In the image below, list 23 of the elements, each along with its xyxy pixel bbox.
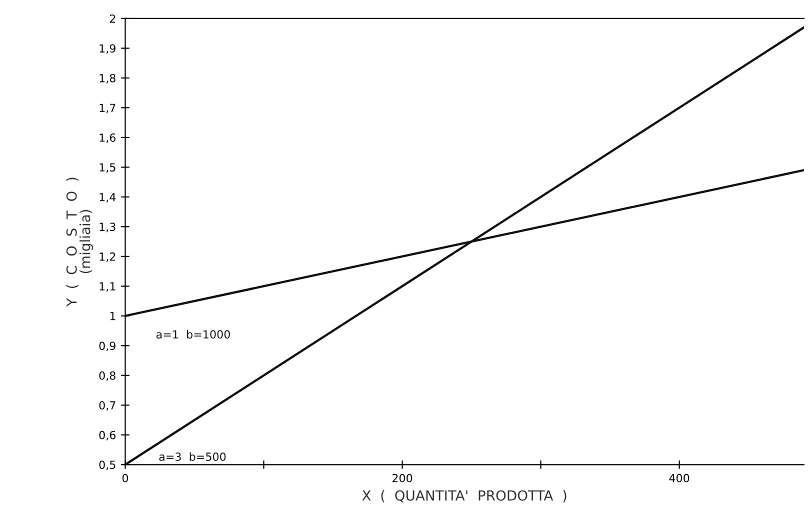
y-tick-label: 1,6 [100,133,116,143]
y-tick-label: 1,2 [100,252,116,262]
y-tick-label: 1,1 [100,282,116,292]
x-tick-label: 0 [122,474,128,482]
y-tick-label: 1 [110,312,116,320]
y-tick-label: 0,9 [99,342,116,352]
series-label: a=3 b=500 [159,452,226,461]
y-tick-label: 0,7 [99,401,116,411]
x-axis-title: X ( QUANTITA' PRODOTTA ) [362,490,566,502]
y-tick-label: 2 [110,14,116,23]
y-tick-label: 1,5 [100,163,116,173]
series-label: a=1 b=1000 [156,330,230,339]
y-tick-label: 1,4 [100,193,116,202]
y-tick-label: 1,9 [100,44,116,54]
y-tick-label: 0,8 [99,371,116,381]
y-tick-label: 0,5 [99,460,116,470]
y-axis-title: Y ( C O S T O ) (migliaia) [66,178,93,307]
x-tick-label: 400 [669,474,690,482]
x-tick-label: 200 [392,474,412,482]
y-tick-label: 1,8 [100,74,116,84]
y-tick-label: 0,6 [99,430,116,440]
y-tick-label: 1,3 [100,222,116,232]
y-tick-label: 1,7 [100,104,116,114]
